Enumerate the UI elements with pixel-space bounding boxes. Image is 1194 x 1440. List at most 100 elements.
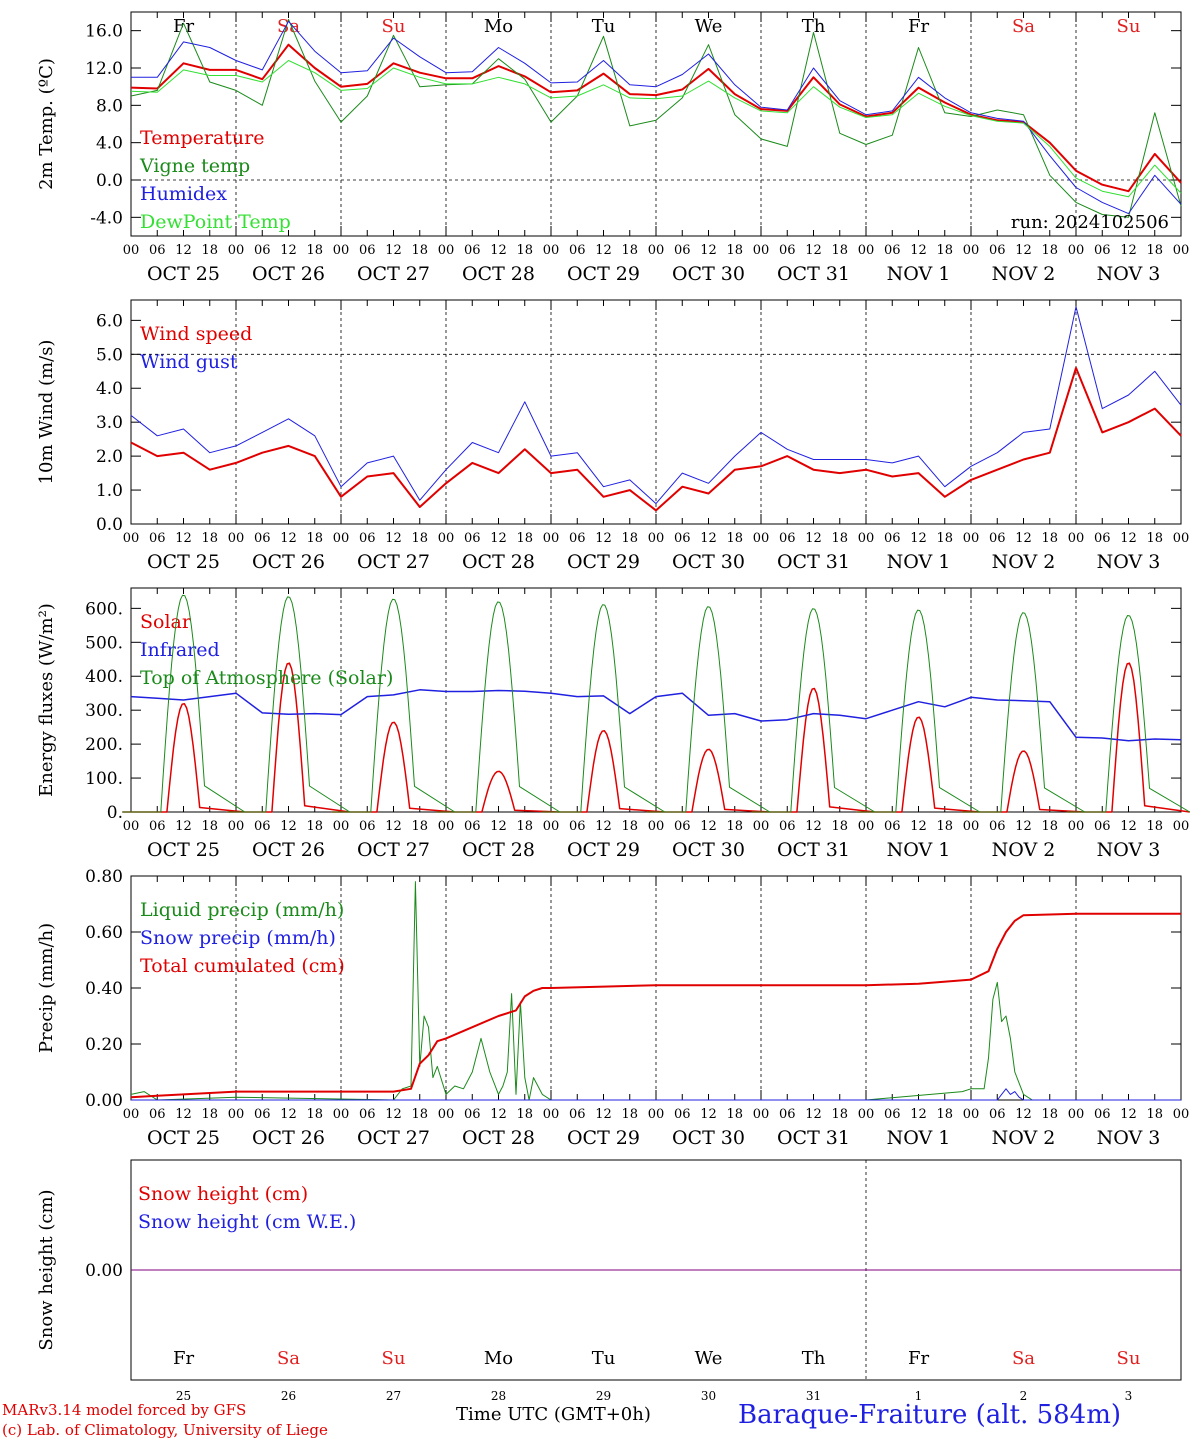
x-hour-label: 06 (569, 531, 586, 546)
y-tick-label: 0.40 (85, 979, 123, 999)
x-hour-label: 00 (333, 1107, 350, 1122)
y-tick-label: 16.0 (85, 22, 123, 42)
x-hour-label: 06 (569, 1107, 586, 1122)
x-date-label: NOV 2 (992, 263, 1056, 285)
y-tick-label: 0.60 (85, 923, 123, 943)
x-hour-label: 12 (1015, 819, 1032, 834)
x-hour-label: 00 (1068, 243, 1085, 258)
weekday-label: Sa (277, 1348, 300, 1369)
x-hour-label: 12 (1120, 243, 1137, 258)
y-tick-label: 1.0 (96, 481, 123, 501)
x-hour-label: 18 (1146, 243, 1163, 258)
weekday-label: Tu (592, 1348, 616, 1369)
x-date-label: OCT 31 (777, 263, 850, 285)
x-hour-label: 12 (1120, 1107, 1137, 1122)
x-hour-label: 00 (543, 243, 560, 258)
y-tick-label: 100. (85, 769, 123, 789)
y-axis-label: Energy fluxes (W/m²) (36, 603, 57, 797)
weekday-label: Su (382, 16, 406, 37)
y-tick-label: 600. (85, 599, 123, 619)
panel-4: 0.00 0.20 0.40 0.60 0.80 Precip (mm/h) 00 06 12 1… (36, 867, 1189, 1149)
y-tick-label: 0.00 (85, 1261, 123, 1281)
y-tick-label: 500. (85, 633, 123, 653)
x-hour-label: 18 (201, 531, 218, 546)
x-hour-label: 06 (569, 243, 586, 258)
series-line-3 (130, 912, 1181, 1099)
x-hour-label: 06 (674, 819, 691, 834)
weekday-label: Th (802, 16, 826, 37)
day-number-label: 28 (491, 1389, 506, 1400)
x-hour-label: 00 (1173, 819, 1190, 834)
x-hour-label: 18 (1146, 819, 1163, 834)
x-hour-label: 06 (149, 243, 166, 258)
x-date-label: NOV 2 (992, 1127, 1056, 1149)
x-date-label: NOV 2 (992, 839, 1056, 861)
legend-entry: Wind speed (140, 323, 252, 345)
x-hour-label: 12 (910, 1107, 927, 1122)
x-hour-label: 18 (831, 531, 848, 546)
legend-entry: Total cumulated (cm) (140, 955, 345, 977)
x-hour-label: 06 (149, 531, 166, 546)
x-hour-label: 06 (149, 1107, 166, 1122)
x-hour-label: 00 (123, 819, 140, 834)
x-hour-label: 06 (464, 531, 481, 546)
x-hour-label: 00 (648, 531, 665, 546)
x-date-label: OCT 30 (672, 551, 745, 573)
y-tick-label: 0.0 (96, 515, 123, 535)
x-hour-label: 18 (201, 819, 218, 834)
x-hour-label: 18 (936, 531, 953, 546)
x-hour-label: 12 (175, 531, 192, 546)
x-hour-label: 00 (543, 1107, 560, 1122)
x-hour-label: 00 (753, 531, 770, 546)
x-hour-label: 00 (963, 819, 980, 834)
x-date-label: NOV 1 (887, 839, 951, 861)
x-date-label: OCT 29 (567, 551, 640, 573)
weekday-label: Tu (592, 16, 616, 37)
x-date-label: OCT 26 (252, 551, 325, 573)
x-hour-label: 06 (989, 531, 1006, 546)
weekday-label: Su (1117, 16, 1141, 37)
y-tick-label: 12.0 (85, 59, 123, 79)
x-hour-label: 18 (726, 531, 743, 546)
x-hour-label: 00 (963, 531, 980, 546)
x-hour-label: 18 (936, 1107, 953, 1122)
x-hour-label: 18 (831, 1107, 848, 1122)
x-hour-label: 06 (359, 243, 376, 258)
x-date-label: OCT 25 (147, 839, 220, 861)
x-hour-label: 18 (516, 819, 533, 834)
panel-3: 0. 100. 200. 300. 400. 500. 600. Energy fluxes … (36, 587, 1191, 861)
legend-entry: DewPoint Temp (140, 211, 291, 233)
x-hour-label: 06 (989, 1107, 1006, 1122)
x-hour-label: 00 (648, 1107, 665, 1122)
x-hour-label: 18 (1041, 243, 1058, 258)
x-date-label: OCT 26 (252, 263, 325, 285)
x-hour-label: 18 (411, 531, 428, 546)
x-date-label: OCT 27 (357, 839, 430, 861)
x-hour-label: 00 (438, 531, 455, 546)
x-hour-label: 12 (805, 531, 822, 546)
x-hour-label: 06 (1094, 531, 1111, 546)
x-hour-label: 12 (595, 819, 612, 834)
x-hour-label: 12 (595, 243, 612, 258)
x-date-label: NOV 3 (1097, 551, 1161, 573)
x-hour-label: 12 (910, 819, 927, 834)
x-hour-label: 18 (726, 1107, 743, 1122)
y-axis-label: 2m Temp. (ºC) (36, 58, 57, 190)
y-tick-label: 6.0 (96, 311, 123, 331)
x-hour-label: 12 (175, 243, 192, 258)
weekday-label: Mo (484, 1348, 513, 1369)
panel-1: -4.0 0.0 4.0 8.0 12.0 16.0 2m Temp. (ºC) 00 06 12… (36, 11, 1190, 285)
x-date-label: NOV 3 (1097, 839, 1161, 861)
x-date-label: OCT 25 (147, 263, 220, 285)
x-hour-label: 18 (936, 243, 953, 258)
x-hour-label: 00 (1173, 243, 1190, 258)
x-date-label: OCT 29 (567, 839, 640, 861)
series-line-3 (122, 594, 1191, 813)
weekday-label: Th (802, 1348, 826, 1369)
x-hour-label: 18 (1146, 1107, 1163, 1122)
legend-entry: Temperature (140, 127, 264, 149)
series-line-4 (130, 60, 1182, 198)
x-hour-label: 06 (1094, 819, 1111, 834)
x-date-label: OCT 31 (777, 1127, 850, 1149)
x-hour-label: 18 (1146, 531, 1163, 546)
